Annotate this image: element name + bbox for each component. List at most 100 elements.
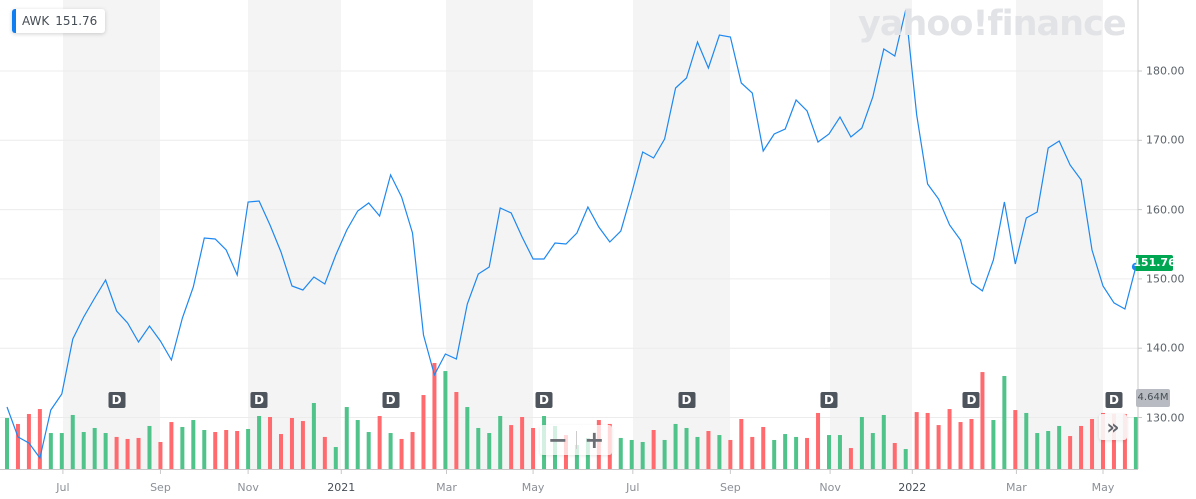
zoom-controls: − + [540,425,612,455]
x-tick-label: Jul [626,481,640,494]
dividend-marker[interactable]: D [678,392,696,408]
volume-bar [26,413,31,469]
month-band [830,0,912,469]
volume-bar [1046,431,1051,469]
volume-bar [640,441,645,469]
ticker-legend[interactable]: AWK 151.76 [12,9,106,33]
volume-bar [750,436,755,469]
volume-bar [257,415,262,469]
volume-bar [958,422,963,469]
volume-bar [169,422,174,469]
volume-bar [848,448,853,469]
series-color-swatch [12,9,16,33]
volume-bar [651,430,656,469]
volume-bar [936,425,941,469]
dividend-marker[interactable]: D [820,392,838,408]
volume-bar [443,371,448,469]
volume-bar [618,437,623,469]
volume-bar [202,430,207,469]
volume-bar [48,433,53,469]
volume-bar [421,395,426,469]
volume-bar [476,427,481,469]
volume-bar [92,427,97,469]
dividend-marker[interactable]: D [535,392,553,408]
volume-bar [147,425,152,469]
volume-bar [1035,433,1040,469]
y-tick-label: 180.00 [1146,64,1185,78]
volume-bar [454,392,459,469]
dividend-marker[interactable]: D [108,392,126,408]
legend-price: 151.76 [55,14,98,28]
dividend-marker[interactable]: D [250,392,268,408]
y-tick-label: 140.00 [1146,341,1185,355]
zoom-out-button[interactable]: − [547,426,568,454]
volume-bar [761,426,766,469]
x-tick-label: Mar [436,481,457,494]
y-tick-label: 130.00 [1146,411,1185,424]
volume-bar [366,432,371,469]
volume-bar [158,441,163,469]
volume-bar [772,439,777,469]
price-line [6,9,1137,460]
volume-bar [213,432,218,469]
legend-ticker: AWK [22,14,50,28]
volume-bar [1057,425,1062,469]
zoom-in-button[interactable]: + [584,426,605,454]
scroll-to-latest-button[interactable]: » [1099,414,1127,440]
volume-bar [1122,413,1127,469]
volume-bar [399,438,404,469]
volume-bar [520,417,525,469]
volume-bar [1090,419,1095,469]
volume-bar [706,431,711,469]
x-tick-label: May [521,481,545,494]
dividend-marker[interactable]: D [1105,392,1123,408]
volume-bar [1024,412,1029,469]
volume-bar [1133,417,1138,469]
volume-bar [827,435,831,469]
volume-bar [300,421,305,469]
volume-bar [794,436,799,469]
dividend-marker[interactable]: D [962,392,980,408]
x-tick-label: Jul [56,481,70,494]
volume-bar [81,432,86,469]
volume-bar [947,409,952,469]
volume-bar [268,417,273,469]
x-tick-label: 2021 [327,481,356,494]
volume-bar [837,435,842,469]
volume-bar [881,414,886,469]
volume-bar [892,443,897,469]
y-tick-label: 150.00 [1146,272,1185,286]
x-tick-label: Nov [237,481,259,494]
y-tick-label: 160.00 [1146,203,1185,217]
volume-bar [246,428,251,469]
volume-bar [311,402,316,469]
volume-bar [432,362,437,469]
volume-bar [15,423,20,469]
volume-bar [37,409,42,469]
x-tick-label: Nov [819,481,841,494]
volume-bar [1079,425,1084,469]
volume-bar [180,426,185,469]
volume-bar [531,427,536,469]
volume-bar [465,407,470,469]
volume-bar [684,427,689,469]
volume-bar [870,433,875,469]
month-band [1016,0,1103,469]
y-tick-label: 170.00 [1146,133,1185,147]
dividend-marker[interactable]: D [382,392,400,408]
volume-bar [5,418,9,469]
volume-bar [574,445,579,469]
volume-bar [103,433,108,469]
volume-bar [728,439,733,469]
month-band [248,0,341,469]
volume-bar [224,430,229,469]
volume-bar [662,439,667,469]
volume-bar [695,436,700,469]
volume-bar [1002,375,1007,469]
volume-bar [487,433,492,469]
volume-bar [136,437,141,469]
volume-bar [1111,413,1116,469]
volume-bar [235,431,240,469]
volume-bar [333,447,338,469]
